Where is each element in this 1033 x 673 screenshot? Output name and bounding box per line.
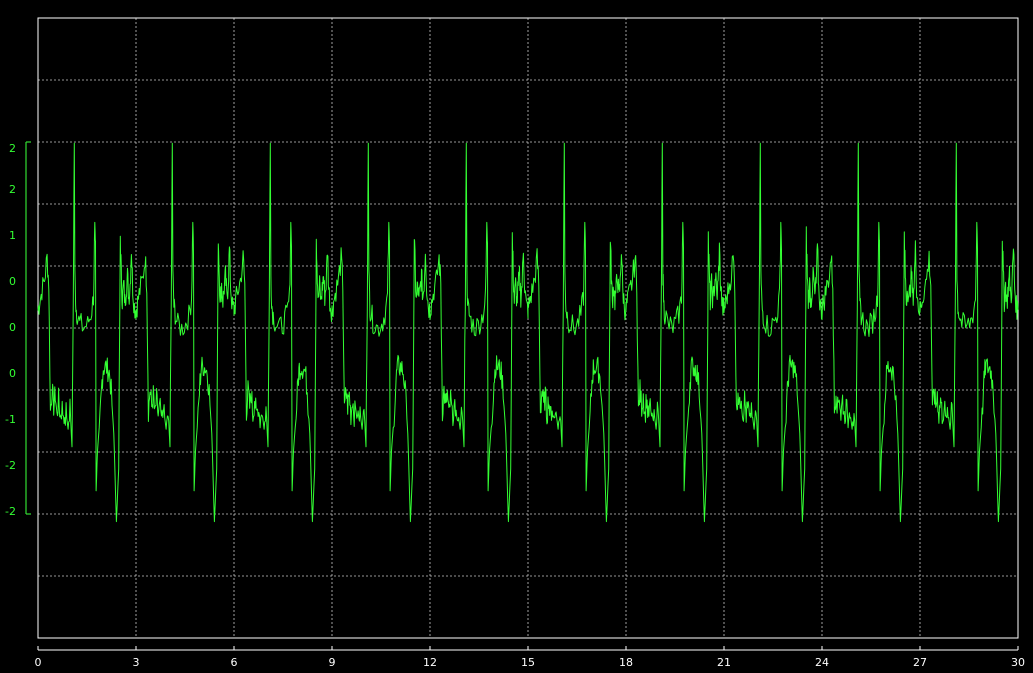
y-tick-label: 0 bbox=[9, 275, 16, 288]
y-tick-label: -1 bbox=[5, 413, 16, 426]
x-tick-label: 6 bbox=[231, 656, 238, 669]
axes bbox=[25, 17, 1019, 651]
series-layer bbox=[37, 142, 1019, 523]
y-tick-label: -2 bbox=[5, 459, 16, 472]
y-tick-label: 2 bbox=[9, 183, 16, 196]
grid-lines bbox=[38, 18, 1018, 638]
y-tick-label: -2 bbox=[5, 505, 16, 518]
x-tick-label: 0 bbox=[35, 656, 42, 669]
x-tick-label: 3 bbox=[133, 656, 140, 669]
y-tick-label: 2 bbox=[9, 142, 16, 155]
x-tick-label: 30 bbox=[1011, 656, 1025, 669]
x-tick-label: 15 bbox=[521, 656, 535, 669]
y-tick-label: 0 bbox=[9, 321, 16, 334]
x-tick-label: 27 bbox=[913, 656, 927, 669]
x-tick-label: 12 bbox=[423, 656, 437, 669]
x-tick-label: 18 bbox=[619, 656, 633, 669]
plot-border bbox=[37, 17, 1019, 639]
series-line-signal bbox=[37, 142, 1019, 523]
y-tick-label: 1 bbox=[9, 229, 16, 242]
x-tick-label: 21 bbox=[717, 656, 731, 669]
x-tick-label: 9 bbox=[329, 656, 336, 669]
x-tick-label: 24 bbox=[815, 656, 829, 669]
x-axis-tick-labels: 0 3 6 9 12 15 18 21 24 27 30 bbox=[35, 656, 1026, 669]
y-axis-tick-labels: 2 2 1 0 0 0 -1 -2 -2 bbox=[5, 142, 16, 518]
y-tick-label: 0 bbox=[9, 367, 16, 380]
